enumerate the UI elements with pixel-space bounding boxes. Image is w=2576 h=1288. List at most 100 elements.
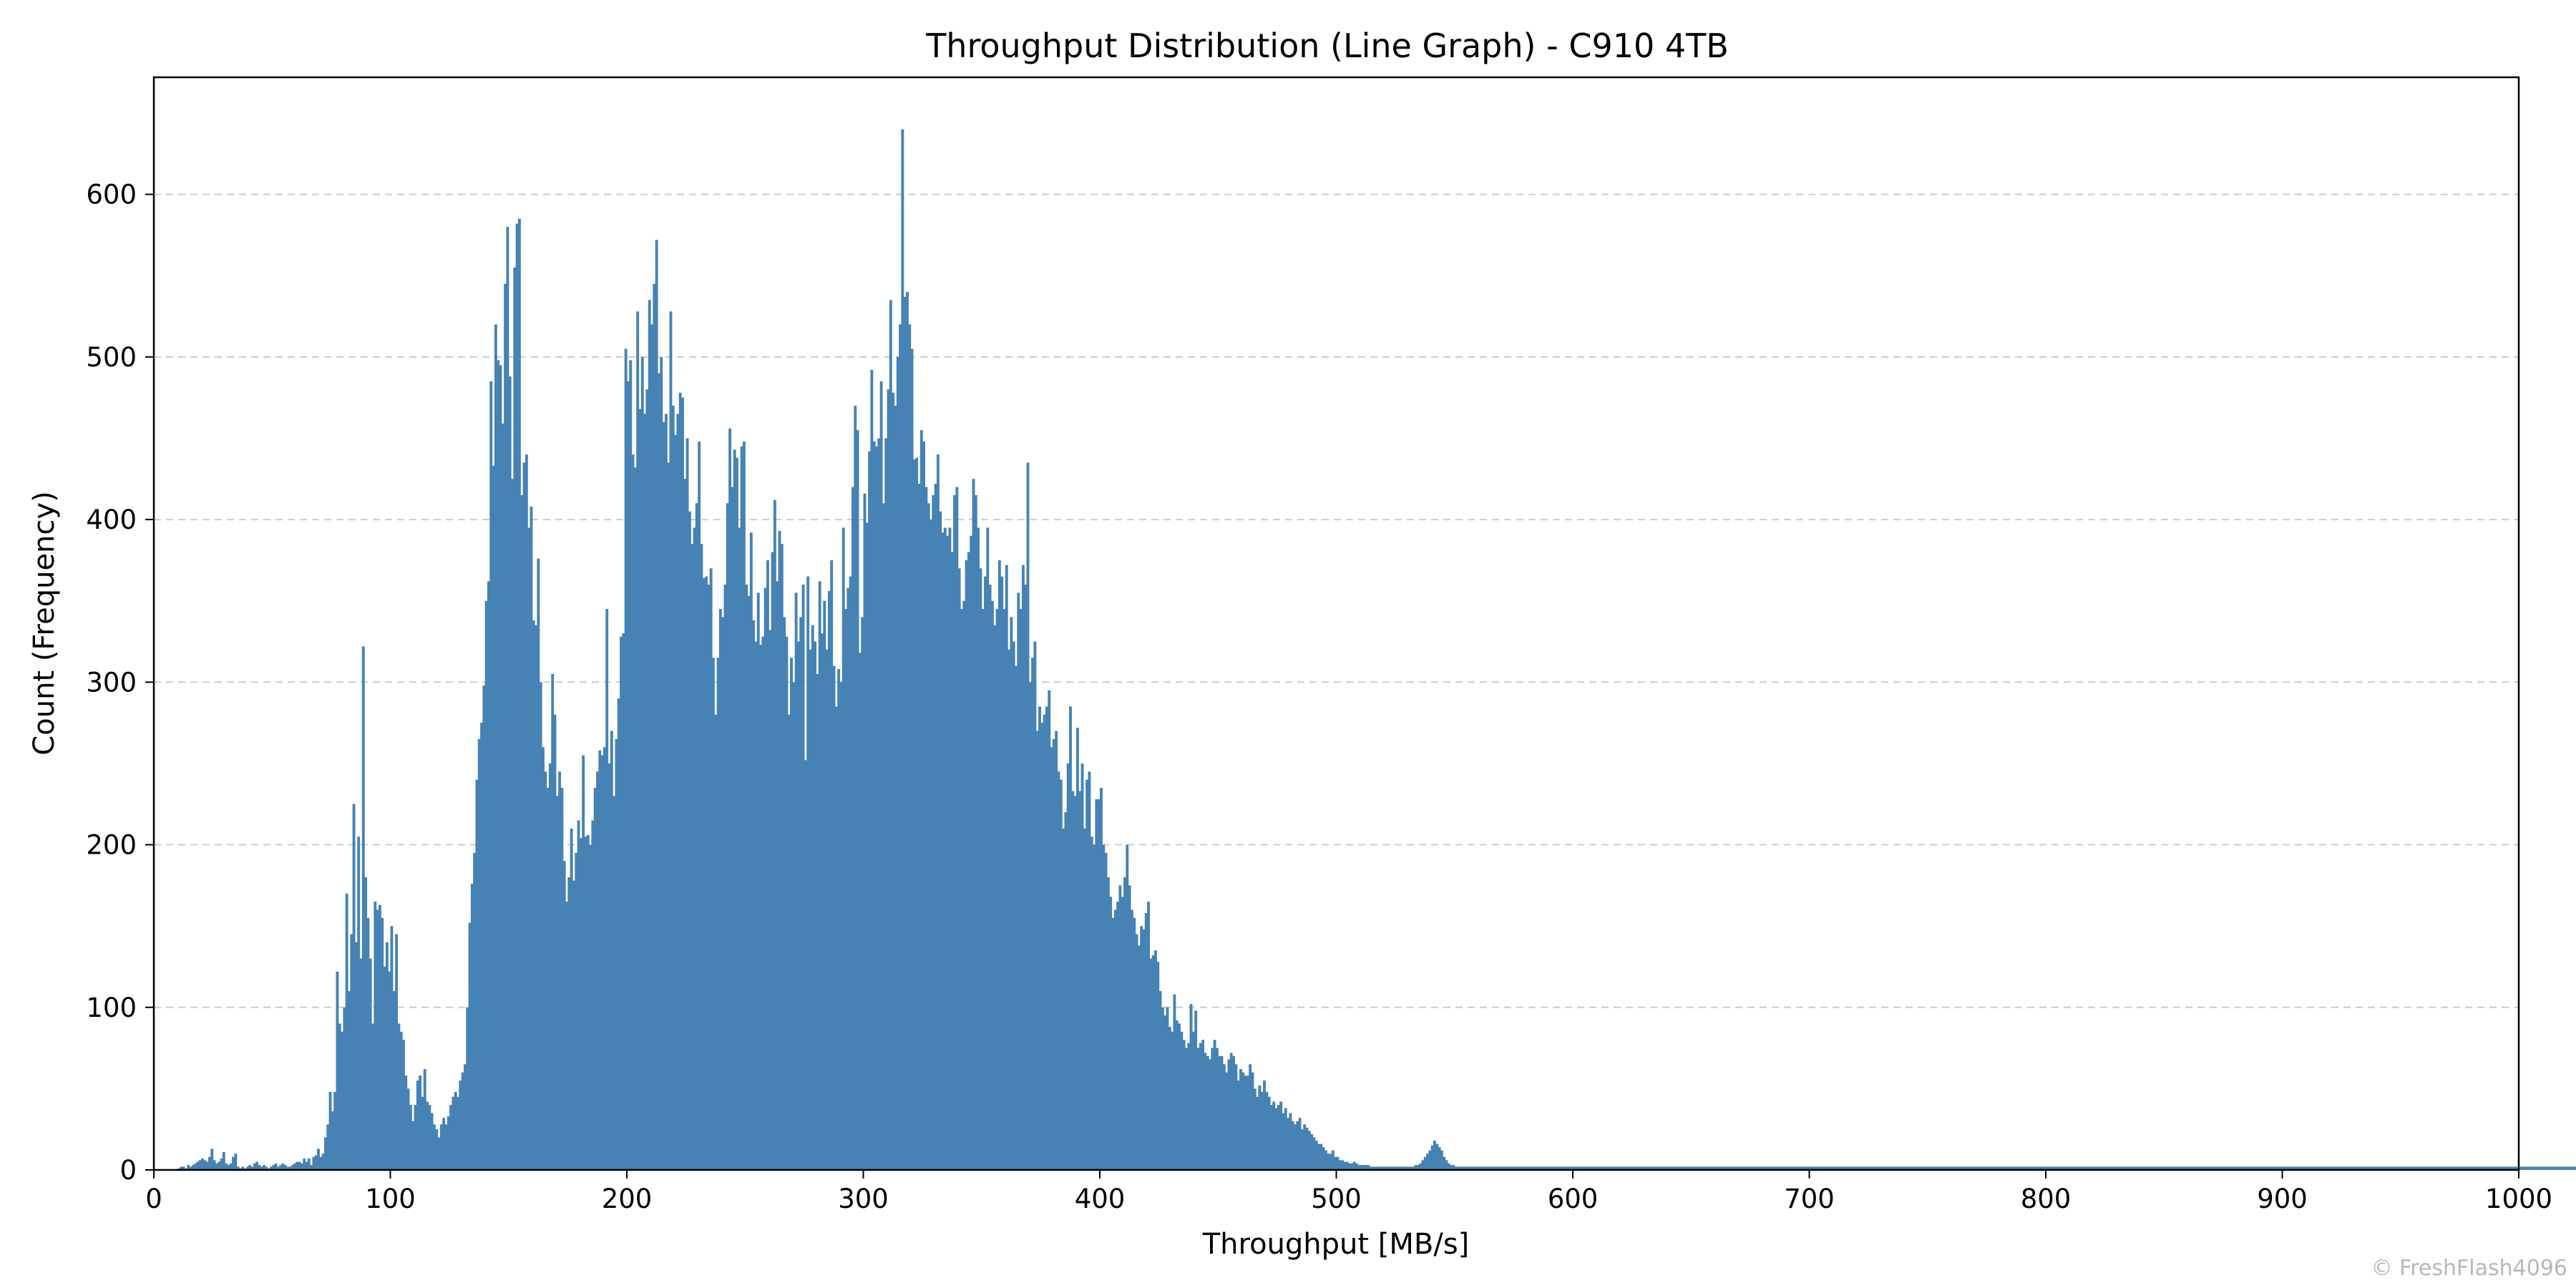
histogram-bar	[1088, 771, 1091, 1170]
histogram-bar	[1478, 1166, 1481, 1170]
histogram-bar	[2384, 1166, 2387, 1170]
histogram-bar	[794, 592, 798, 1170]
histogram-bar	[1518, 1166, 1521, 1170]
histogram-bar	[1166, 1007, 1169, 1170]
histogram-bar	[799, 617, 803, 1170]
histogram-bar	[844, 609, 847, 1170]
histogram-bar	[551, 673, 555, 1170]
histogram-bar	[1322, 1147, 1325, 1170]
histogram-bar	[1080, 763, 1084, 1170]
histogram-bar	[1043, 714, 1046, 1170]
histogram-bar	[671, 406, 675, 1170]
histogram-bar	[2268, 1166, 2271, 1170]
histogram-bar	[272, 1165, 275, 1170]
histogram-bar	[2525, 1166, 2529, 1170]
histogram-bar	[435, 1129, 439, 1170]
histogram-bar	[2568, 1166, 2572, 1170]
histogram-bar	[1279, 1101, 1283, 1170]
histogram-bar	[2235, 1166, 2238, 1170]
histogram-bar	[1778, 1166, 1782, 1170]
histogram-bar	[2284, 1166, 2288, 1170]
histogram-bar	[997, 560, 1001, 1170]
histogram-bar	[1071, 791, 1075, 1170]
histogram-bar	[1830, 1166, 1834, 1170]
histogram-bar	[2338, 1166, 2342, 1170]
histogram-bar	[974, 494, 977, 1170]
histogram-bar	[2173, 1166, 2177, 1170]
histogram-bar	[2008, 1166, 2011, 1170]
histogram-bar	[558, 771, 562, 1170]
histogram-bar	[1480, 1166, 1484, 1170]
histogram-bar	[705, 576, 708, 1170]
histogram-bar	[1267, 1096, 1271, 1170]
histogram-bar	[1702, 1166, 1706, 1170]
histogram-bar	[2253, 1166, 2257, 1170]
histogram-bar	[610, 731, 613, 1170]
histogram-bar	[1941, 1166, 1945, 1170]
histogram-bar	[2308, 1166, 2311, 1170]
histogram-bar	[361, 646, 365, 1170]
histogram-bar	[241, 1166, 245, 1170]
histogram-bar	[1599, 1166, 1602, 1170]
histogram-bar	[1542, 1166, 1545, 1170]
histogram-bar	[1847, 1166, 1850, 1170]
histogram-bar	[378, 904, 381, 1170]
histogram-bar	[769, 630, 772, 1170]
histogram-bar	[522, 462, 526, 1170]
histogram-bar	[2258, 1166, 2262, 1170]
histogram-bar	[2467, 1166, 2470, 1170]
histogram-bar	[754, 641, 758, 1170]
histogram-bar	[1445, 1160, 1448, 1170]
histogram-bar	[1916, 1166, 1919, 1170]
histogram-bar	[854, 406, 857, 1170]
histogram-bar	[1991, 1166, 1994, 1170]
histogram-bar	[283, 1165, 287, 1170]
histogram-bar	[2311, 1166, 2314, 1170]
histogram-bar	[1719, 1166, 1722, 1170]
histogram-bar	[1764, 1166, 1767, 1170]
histogram-bar	[1369, 1166, 1372, 1170]
histogram-bar	[934, 484, 937, 1170]
histogram-bar	[1232, 1055, 1235, 1170]
histogram-bar	[1438, 1147, 1441, 1170]
histogram-bar	[1757, 1166, 1760, 1170]
histogram-bar	[1376, 1166, 1380, 1170]
histogram-bar	[1031, 658, 1035, 1170]
histogram-bar	[2509, 1166, 2512, 1170]
histogram-bar	[1814, 1166, 1818, 1170]
histogram-bar	[1873, 1166, 1876, 1170]
histogram-bar	[915, 457, 919, 1170]
histogram-bar	[981, 609, 985, 1170]
histogram-bar	[2273, 1166, 2276, 1170]
histogram-bar	[1608, 1166, 1611, 1170]
histogram-bar	[2329, 1166, 2333, 1170]
histogram-bar	[1400, 1166, 1403, 1170]
histogram-bar	[2005, 1166, 2009, 1170]
histogram-bar	[2039, 1166, 2041, 1170]
histogram-bar	[205, 1161, 209, 1170]
histogram-bar	[892, 392, 895, 1171]
histogram-bar	[2015, 1166, 2018, 1170]
histogram-bar	[1790, 1166, 1793, 1170]
histogram-bar	[2155, 1166, 2157, 1170]
histogram-bar	[2492, 1166, 2496, 1170]
histogram-bar	[2403, 1166, 2406, 1170]
histogram-bar	[1352, 1161, 1356, 1170]
histogram-bar	[477, 738, 481, 1170]
histogram-bar	[565, 902, 568, 1170]
histogram-bar	[1334, 1156, 1337, 1170]
x-axis-ticks: 0 100 200 300 400 500 600 700 800 900 1000	[145, 1170, 2552, 1214]
histogram-bar	[593, 788, 597, 1170]
histogram-bar	[1958, 1166, 1961, 1170]
histogram-bar	[1055, 731, 1058, 1170]
histogram-bar	[2485, 1166, 2489, 1170]
histogram-bar	[1787, 1166, 1791, 1170]
histogram-bar	[1591, 1166, 1595, 1170]
histogram-bar	[640, 356, 644, 1170]
histogram-bar	[695, 503, 698, 1170]
histogram-bar	[1218, 1055, 1221, 1170]
histogram-bar	[726, 503, 729, 1170]
histogram-bar	[986, 527, 990, 1170]
histogram-bar	[1712, 1166, 1715, 1170]
histogram-bar	[1845, 1166, 1848, 1170]
